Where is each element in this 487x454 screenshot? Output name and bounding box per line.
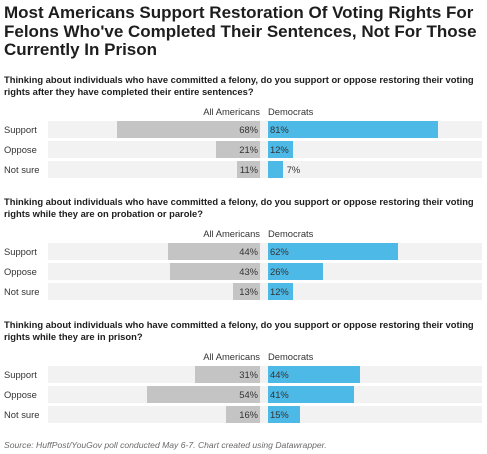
- source-note: Source: HuffPost/YouGov poll conducted M…: [4, 440, 327, 450]
- value-label-all-americans: 43%: [239, 266, 258, 277]
- value-label-democrats: 26%: [270, 266, 289, 277]
- bar-all-americans: [236, 161, 260, 178]
- column-header-all-americans: All Americans: [203, 106, 260, 117]
- value-label-all-americans: 44%: [239, 246, 258, 257]
- bar-democrats: [268, 366, 361, 383]
- value-label-democrats: 7%: [286, 164, 301, 175]
- row-background: [48, 161, 482, 178]
- bar-all-americans: [167, 243, 260, 260]
- value-label-all-americans: 68%: [239, 124, 258, 135]
- value-label-all-americans: 21%: [239, 144, 258, 155]
- value-label-all-americans: 31%: [239, 369, 258, 380]
- row-label-oppose: Oppose: [4, 389, 37, 400]
- column-header-democrats: Democrats: [268, 106, 314, 117]
- value-label-all-americans: 13%: [239, 286, 258, 297]
- row-background: [48, 386, 482, 403]
- bar-all-americans: [146, 386, 260, 403]
- value-label-democrats: 41%: [270, 389, 289, 400]
- row-label-oppose: Oppose: [4, 266, 37, 277]
- value-label-democrats: 44%: [270, 369, 289, 380]
- row-background: [48, 141, 482, 158]
- bar-all-americans: [226, 406, 260, 423]
- row-background: [48, 263, 482, 280]
- bar-democrats: [268, 141, 294, 158]
- question-text: Thinking about individuals who have comm…: [4, 196, 474, 219]
- row-label-oppose: Oppose: [4, 144, 37, 155]
- bar-all-americans: [232, 283, 260, 300]
- column-header-all-americans: All Americans: [203, 228, 260, 239]
- row-label-support: Support: [4, 246, 37, 257]
- value-label-all-americans: 16%: [239, 409, 258, 420]
- value-label-democrats: 15%: [270, 409, 289, 420]
- bar-all-americans: [117, 121, 260, 138]
- row-background: [48, 243, 482, 260]
- bar-democrats: [268, 121, 439, 138]
- value-label-democrats: 81%: [270, 124, 289, 135]
- bar-democrats: [268, 386, 355, 403]
- value-label-all-americans: 11%: [239, 164, 258, 175]
- row-label-not-sure: Not sure: [4, 164, 40, 175]
- value-label-democrats: 12%: [270, 286, 289, 297]
- bar-all-americans: [194, 366, 260, 383]
- row-background: [48, 283, 482, 300]
- column-header-democrats: Democrats: [268, 351, 314, 362]
- question-text: Thinking about individuals who have comm…: [4, 74, 474, 97]
- question-text: Thinking about individuals who have comm…: [4, 319, 474, 342]
- row-background: [48, 406, 482, 423]
- value-label-all-americans: 54%: [239, 389, 258, 400]
- bar-democrats: [268, 263, 323, 280]
- value-label-democrats: 62%: [270, 246, 289, 257]
- row-label-support: Support: [4, 369, 37, 380]
- chart-title: Most Americans Support Restoration Of Vo…: [4, 3, 477, 59]
- row-label-not-sure: Not sure: [4, 286, 40, 297]
- row-label-support: Support: [4, 124, 37, 135]
- bar-all-americans: [215, 141, 260, 158]
- bar-democrats: [268, 406, 300, 423]
- bar-all-americans: [169, 263, 260, 280]
- row-background: [48, 366, 482, 383]
- column-header-all-americans: All Americans: [203, 351, 260, 362]
- bar-democrats: [268, 161, 283, 178]
- value-label-democrats: 12%: [270, 144, 289, 155]
- bar-democrats: [268, 283, 294, 300]
- bar-democrats: [268, 243, 399, 260]
- row-label-not-sure: Not sure: [4, 409, 40, 420]
- column-header-democrats: Democrats: [268, 228, 314, 239]
